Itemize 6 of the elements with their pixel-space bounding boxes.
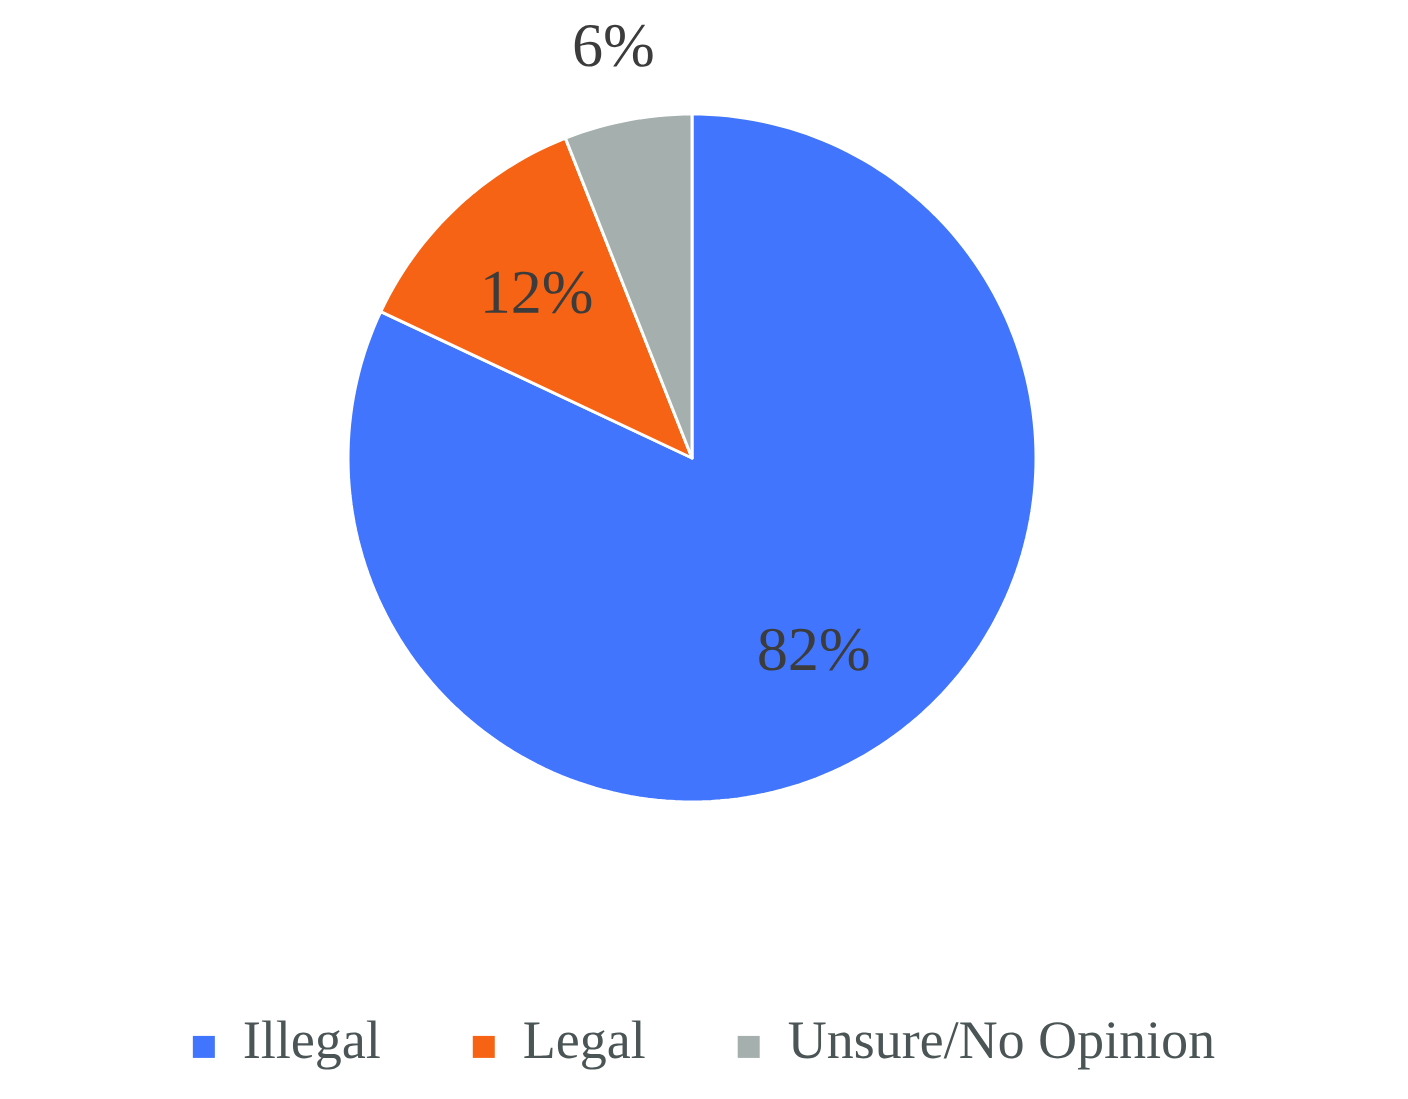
data-label: 82% <box>759 628 869 671</box>
data-label: 6% <box>574 24 653 67</box>
data-label: 12% <box>485 271 592 314</box>
legend-label: Illegal <box>244 1020 380 1070</box>
legend-label: Legal <box>524 1020 645 1070</box>
legend-label: Unsure/No Opinion <box>788 1022 1215 1070</box>
